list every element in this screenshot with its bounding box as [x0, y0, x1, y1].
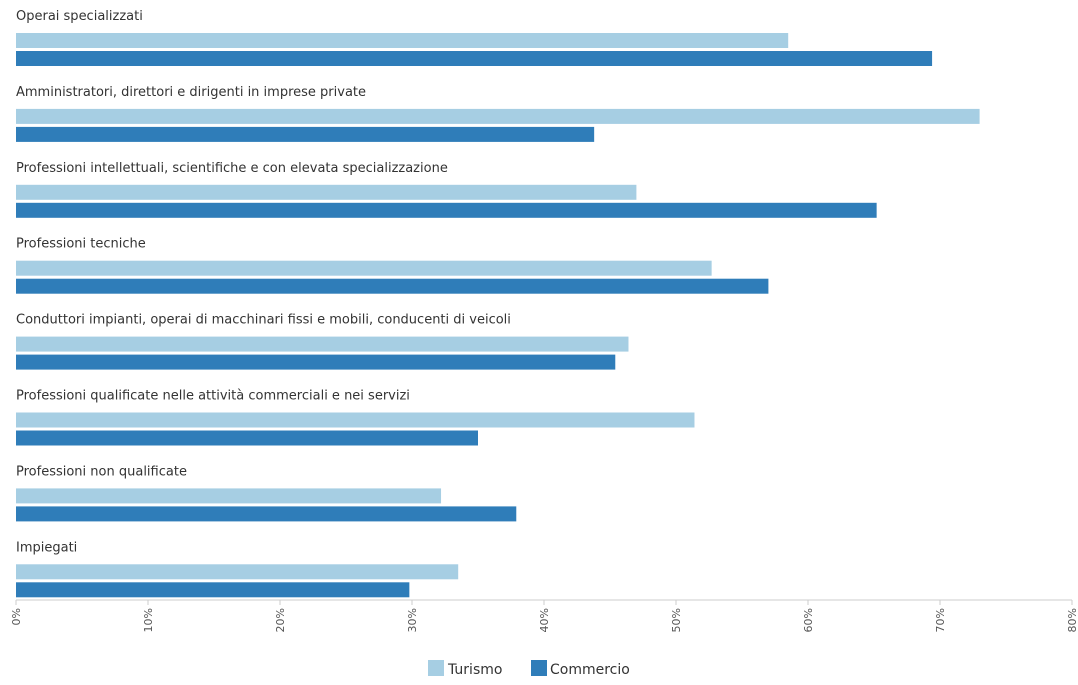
- bar-turismo: [16, 412, 695, 428]
- bar-turismo: [16, 184, 637, 200]
- x-tick-label: 30%: [406, 608, 419, 632]
- bar-commercio: [16, 506, 517, 522]
- legend: Turismo Commercio: [428, 660, 630, 678]
- x-tick-label: 40%: [538, 608, 551, 632]
- x-tick-label: 0%: [10, 608, 23, 625]
- bar-turismo: [16, 260, 712, 276]
- legend-label-commercio: Commercio: [550, 662, 630, 678]
- x-tick-label: 70%: [934, 608, 947, 632]
- bar-commercio: [16, 582, 410, 598]
- category-label: Professioni qualificate nelle attività c…: [16, 389, 410, 404]
- category-group: Operai specializzati Amministratori, dire…: [16, 9, 980, 598]
- legend-swatch-commercio: [531, 660, 547, 676]
- category-label: Professioni non qualificate: [16, 464, 187, 479]
- legend-swatch-turismo: [428, 660, 444, 676]
- category-label: Operai specializzati: [16, 9, 143, 24]
- bar-turismo: [16, 33, 789, 48]
- bar-commercio: [16, 278, 769, 294]
- x-tick-label: 50%: [670, 608, 683, 632]
- bar-commercio: [16, 202, 877, 218]
- x-tick-label: 60%: [802, 608, 815, 632]
- category-label: Conduttori impianti, operai di macchinar…: [16, 313, 511, 328]
- bar-commercio: [16, 51, 933, 66]
- category-label: Impiegati: [16, 540, 77, 555]
- x-tick-label: 80%: [1066, 608, 1078, 632]
- category-label: Amministratori, direttori e dirigenti in…: [16, 85, 366, 100]
- x-axis: 0% 10% 20% 30% 40% 50% 60% 70% 80%: [10, 599, 1078, 632]
- bar-commercio: [16, 430, 478, 446]
- bar-turismo: [16, 488, 442, 504]
- x-tick-label: 20%: [274, 608, 287, 632]
- bar-commercio: [16, 354, 616, 370]
- x-tick-label: 10%: [142, 608, 155, 632]
- bar-turismo: [16, 336, 629, 352]
- bar-turismo: [16, 564, 459, 580]
- legend-label-turismo: Turismo: [447, 662, 502, 678]
- category-label: Professioni intellettuali, scientifiche …: [16, 161, 448, 176]
- bar-commercio: [16, 126, 595, 142]
- category-label: Professioni tecniche: [16, 237, 146, 252]
- bar-turismo: [16, 108, 980, 124]
